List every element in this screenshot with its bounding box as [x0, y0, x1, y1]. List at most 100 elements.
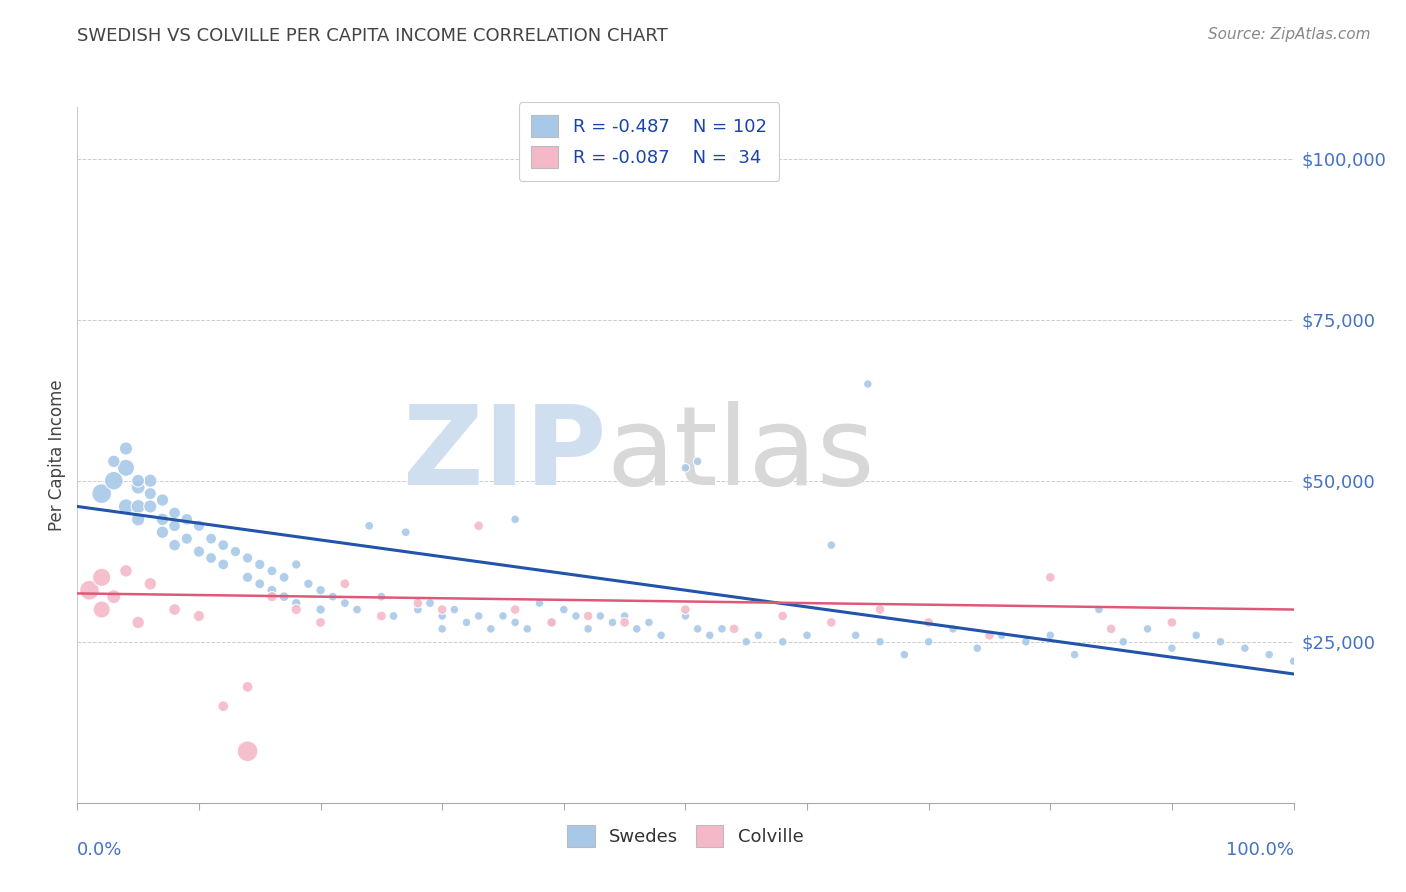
- Point: [103, 590, 125, 604]
- Text: ZIP: ZIP: [404, 401, 606, 508]
- Text: SWEDISH VS COLVILLE PER CAPITA INCOME CORRELATION CHART: SWEDISH VS COLVILLE PER CAPITA INCOME CO…: [77, 27, 668, 45]
- Point: [127, 500, 149, 514]
- Point: [589, 609, 612, 624]
- Text: atlas: atlas: [606, 401, 875, 508]
- Point: [260, 564, 283, 578]
- Point: [432, 609, 454, 624]
- Point: [346, 602, 368, 616]
- Point: [979, 628, 1001, 642]
- Point: [613, 615, 636, 630]
- Point: [139, 576, 162, 591]
- Point: [613, 609, 636, 624]
- Point: [893, 648, 915, 662]
- Point: [1136, 622, 1159, 636]
- Point: [127, 615, 149, 630]
- Point: [152, 493, 174, 508]
- Point: [540, 615, 562, 630]
- Point: [127, 512, 149, 526]
- Point: [406, 596, 429, 610]
- Point: [249, 576, 271, 591]
- Point: [602, 615, 624, 630]
- Point: [224, 544, 246, 558]
- Y-axis label: Per Capita Income: Per Capita Income: [48, 379, 66, 531]
- Point: [370, 590, 392, 604]
- Point: [115, 500, 138, 514]
- Point: [322, 590, 344, 604]
- Point: [309, 583, 332, 598]
- Point: [1185, 628, 1208, 642]
- Point: [212, 558, 235, 572]
- Point: [152, 512, 174, 526]
- Point: [163, 506, 186, 520]
- Point: [1063, 648, 1085, 662]
- Point: [723, 622, 745, 636]
- Point: [273, 570, 295, 584]
- Point: [869, 602, 891, 616]
- Point: [163, 518, 186, 533]
- Point: [309, 602, 332, 616]
- Point: [576, 609, 599, 624]
- Point: [115, 564, 138, 578]
- Point: [479, 622, 502, 636]
- Point: [1039, 570, 1062, 584]
- Point: [638, 615, 661, 630]
- Point: [467, 609, 489, 624]
- Point: [516, 622, 538, 636]
- Point: [90, 602, 112, 616]
- Point: [127, 474, 149, 488]
- Point: [90, 486, 112, 500]
- Point: [565, 609, 588, 624]
- Point: [467, 518, 489, 533]
- Text: 0.0%: 0.0%: [77, 841, 122, 859]
- Point: [152, 525, 174, 540]
- Point: [735, 634, 758, 648]
- Point: [540, 615, 562, 630]
- Point: [395, 525, 418, 540]
- Point: [845, 628, 868, 642]
- Text: Source: ZipAtlas.com: Source: ZipAtlas.com: [1208, 27, 1371, 42]
- Point: [686, 454, 709, 468]
- Point: [285, 602, 308, 616]
- Point: [553, 602, 575, 616]
- Point: [699, 628, 721, 642]
- Point: [675, 609, 697, 624]
- Point: [942, 622, 965, 636]
- Point: [772, 634, 794, 648]
- Point: [529, 596, 551, 610]
- Point: [626, 622, 648, 636]
- Point: [139, 474, 162, 488]
- Point: [406, 602, 429, 616]
- Point: [675, 460, 697, 475]
- Point: [796, 628, 818, 642]
- Point: [686, 622, 709, 636]
- Point: [260, 590, 283, 604]
- Point: [370, 609, 392, 624]
- Point: [1099, 622, 1122, 636]
- Point: [103, 474, 125, 488]
- Point: [188, 518, 211, 533]
- Point: [1258, 648, 1281, 662]
- Point: [1209, 634, 1232, 648]
- Point: [236, 570, 259, 584]
- Point: [1161, 615, 1184, 630]
- Point: [503, 512, 526, 526]
- Point: [710, 622, 733, 636]
- Point: [236, 551, 259, 566]
- Point: [188, 609, 211, 624]
- Point: [1112, 634, 1135, 648]
- Point: [1088, 602, 1111, 616]
- Point: [576, 622, 599, 636]
- Point: [297, 576, 319, 591]
- Point: [139, 500, 162, 514]
- Point: [176, 532, 198, 546]
- Point: [1282, 654, 1305, 668]
- Point: [236, 680, 259, 694]
- Point: [200, 551, 222, 566]
- Point: [103, 454, 125, 468]
- Point: [382, 609, 405, 624]
- Point: [990, 628, 1012, 642]
- Point: [163, 602, 186, 616]
- Point: [163, 538, 186, 552]
- Point: [1233, 641, 1256, 656]
- Point: [1039, 628, 1062, 642]
